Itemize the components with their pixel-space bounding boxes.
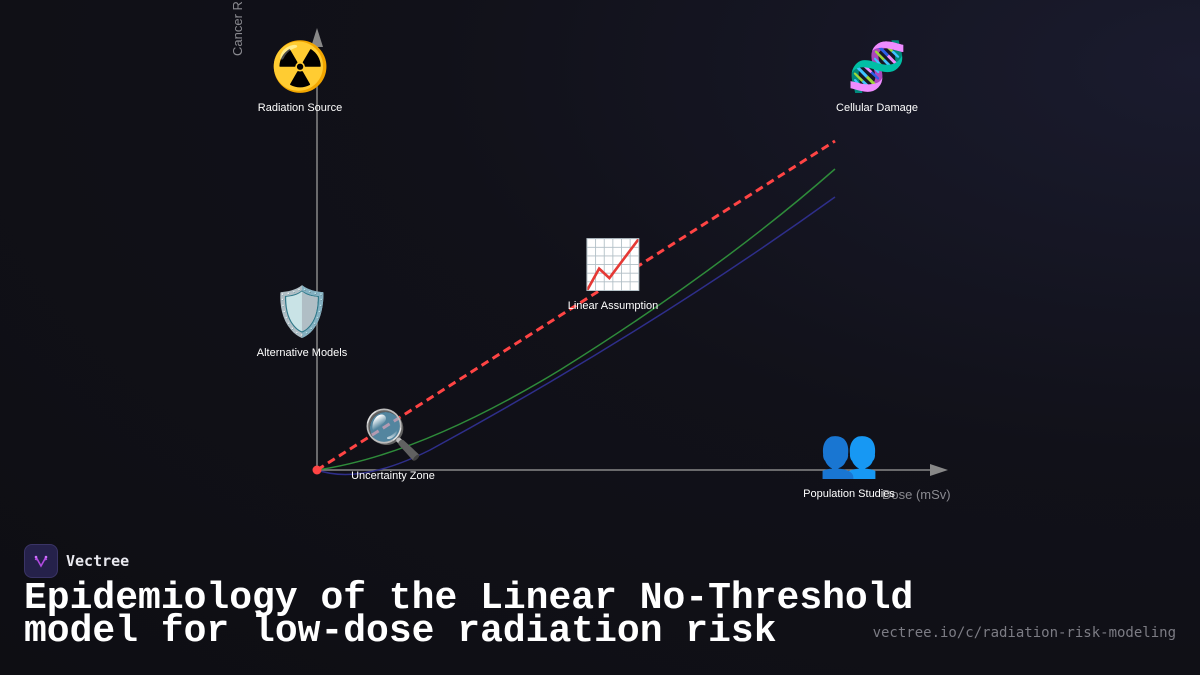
node-label: Linear Assumption [567,300,659,312]
chart-increasing-icon: 📈 [583,239,643,292]
title-line-1: Epidemiology of the Linear No-Threshold [24,577,914,620]
node-cellular-damage[interactable]: 🧬 Cellular Damage [836,40,918,114]
x-axis-label: Dose (mSv) [882,487,951,502]
node-label: Alternative Models [256,347,348,359]
shield-icon: 🛡️ [272,286,332,339]
brand-name: Vectree [66,552,130,570]
node-radiation-source[interactable]: ☢️ Radiation Source [258,40,342,114]
green-model-curve [316,168,836,471]
node-population-studies[interactable]: 👥 Population Studies [803,426,895,500]
dna-icon: 🧬 [847,41,907,94]
node-alternative-models[interactable]: 🛡️ Alternative Models [257,285,348,359]
node-label: Cellular Damage [836,102,918,114]
linear-no-threshold-line [316,139,836,472]
node-linear-assumption[interactable]: 📈 Linear Assumption [568,238,659,312]
vectree-logo-icon [24,544,58,578]
magnifier-icon: 🔍 [363,409,423,462]
node-label: Radiation Source [257,102,343,114]
origin-point [312,465,322,475]
brand: Vectree [24,544,129,578]
title-line-2: model for low-dose radiation risk [24,610,777,653]
blue-model-curve [316,196,836,476]
x-axis-arrow [930,464,948,476]
node-uncertainty-zone[interactable]: 🔍 Uncertainty Zone [351,408,435,482]
people-icon: 👥 [819,427,879,480]
y-axis-label: Cancer R [230,1,245,56]
source-url[interactable]: vectree.io/c/radiation-risk-modeling [872,625,1176,641]
radioactive-icon: ☢️ [270,41,330,94]
page-title: Epidemiology of the Linear No-Threshold … [24,580,913,651]
y-axis-arrow [311,28,323,47]
node-label: Uncertainty Zone [351,470,435,482]
node-label: Population Studies [803,488,895,500]
